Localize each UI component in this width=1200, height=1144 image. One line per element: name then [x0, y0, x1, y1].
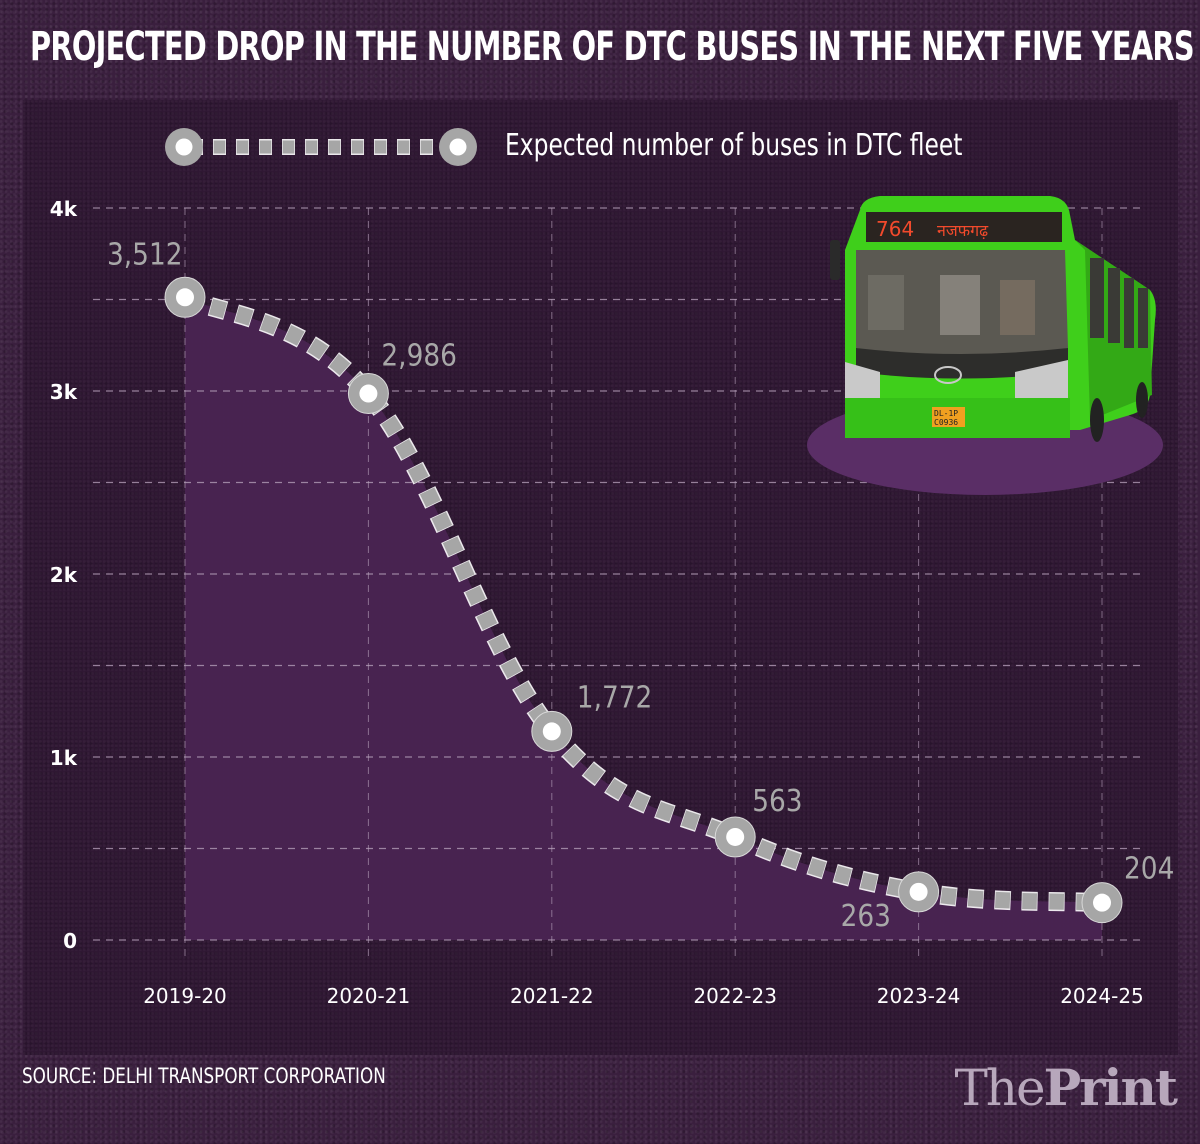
bus-logo — [934, 366, 962, 384]
legend-swatch — [165, 128, 477, 166]
data-label: 204 — [1124, 851, 1174, 886]
x-tick-label: 2024-25 — [1060, 984, 1144, 1008]
x-tick-label: 2020-21 — [327, 984, 411, 1008]
data-point-center — [542, 722, 561, 741]
grid-layer — [93, 207, 1140, 960]
y-tick-label: 3k — [50, 380, 78, 404]
data-point-center — [909, 882, 928, 901]
bus-illustration: 764 नजफगढ़ DL-1P C0936 — [807, 196, 1163, 495]
y-tick-label: 2k — [50, 563, 78, 587]
data-point-center — [1093, 893, 1111, 912]
data-point-center — [176, 288, 194, 307]
data-label: 1,772 — [577, 680, 653, 715]
bus-headlight-right — [1015, 360, 1068, 400]
data-label: 563 — [752, 783, 802, 818]
svg-text:C0936: C0936 — [934, 418, 958, 427]
y-tick-label: 4k — [50, 197, 78, 221]
brand-bold: Print — [1043, 1058, 1178, 1117]
source-note: SOURCE: DELHI TRANSPORT CORPORATION — [22, 1064, 386, 1088]
bus-icon: 764 नजफगढ़ DL-1P C0936 — [830, 196, 1156, 442]
x-tick-label: 2023-24 — [877, 984, 961, 1008]
legend: Expected number of buses in DTC fleet — [163, 124, 963, 168]
x-tick-label: 2021-22 — [510, 984, 594, 1008]
brand-logo: ThePrint — [954, 1058, 1178, 1118]
data-label: 3,512 — [107, 237, 183, 272]
area-fill — [185, 297, 1102, 941]
data-point-center — [726, 827, 745, 846]
bus-license-plate — [932, 407, 965, 427]
y-tick-label: 0 — [63, 929, 77, 953]
data-label: 263 — [841, 898, 891, 933]
bus-route-number: 764 — [876, 217, 914, 241]
x-axis-ticks: 2019-20 2020-21 2021-22 2022-23 2023-24 2024-… — [143, 984, 1144, 1008]
x-tick-label: 2019-20 — [143, 984, 227, 1008]
y-tick-label: 1k — [50, 746, 78, 770]
bus-destination-board — [866, 212, 1062, 242]
data-label: 2,986 — [381, 338, 457, 373]
legend-label: Expected number of buses in DTC fleet — [505, 128, 963, 163]
y-axis-ticks: 0 1k 2k 3k 4k — [50, 197, 78, 953]
legend-marker-center — [449, 138, 467, 156]
series-markers — [164, 276, 1123, 924]
bus-destination-text: नजफगढ़ — [937, 221, 989, 240]
svg-text:DL-1P: DL-1P — [934, 409, 958, 418]
data-point-center — [359, 384, 378, 403]
brand-light: The — [954, 1059, 1045, 1117]
area-layer — [185, 297, 1102, 941]
legend-marker-center — [175, 138, 193, 156]
bus-headlight-left — [845, 362, 880, 400]
data-labels: 3,512 2,986 1,772 563 263 204 — [107, 237, 1174, 934]
x-tick-label: 2022-23 — [693, 984, 777, 1008]
